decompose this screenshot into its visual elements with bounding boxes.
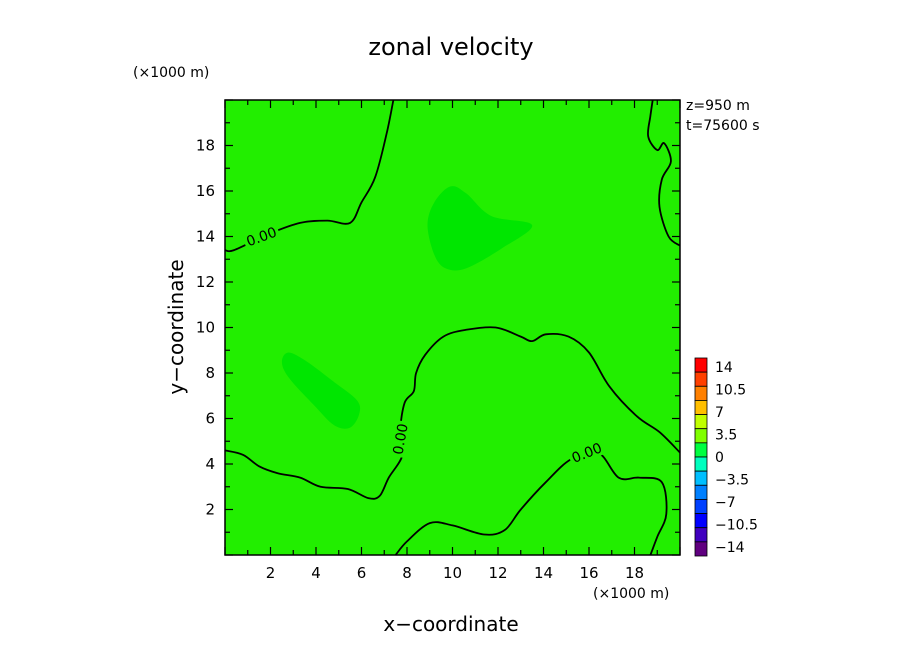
colorbar-label: −10.5 bbox=[715, 518, 758, 534]
y-axis-label: y−coordinate bbox=[164, 259, 188, 394]
contour-label-bg-3 bbox=[567, 438, 607, 467]
colorbar-label: 14 bbox=[715, 360, 733, 376]
x-tick-label: 12 bbox=[488, 564, 507, 582]
chart-title: zonal velocity bbox=[368, 33, 533, 61]
colorbar-swatch bbox=[694, 357, 708, 373]
x-tick-label: 6 bbox=[357, 564, 367, 582]
colorbar-label: 0 bbox=[715, 450, 724, 466]
colorbar-label: 10.5 bbox=[715, 383, 746, 399]
field-background bbox=[225, 100, 680, 555]
y-tick-label: 18 bbox=[196, 137, 215, 155]
colorbar-swatch bbox=[694, 499, 708, 514]
y-tick-label: 6 bbox=[205, 410, 215, 428]
plot-area: 0.000.00 0.00 2 4 6 8 10 12 14 16 182468101214161… bbox=[196, 99, 681, 582]
x-unit-label: (×1000 m) bbox=[593, 586, 669, 602]
negative-region-2 bbox=[281, 352, 361, 429]
info-t: t=75600 s bbox=[686, 118, 760, 134]
negative-region-1 bbox=[427, 186, 533, 271]
y-tick-label: 2 bbox=[205, 501, 215, 519]
x-axis-label: x−coordinate bbox=[383, 612, 518, 636]
x-tick-label: 14 bbox=[534, 564, 553, 582]
contour-line-2 bbox=[224, 326, 681, 500]
colorbar-swatch bbox=[694, 371, 708, 387]
colorbar-swatch bbox=[694, 428, 708, 444]
contour-label-2: 0.00 bbox=[391, 422, 412, 455]
colorbar-label: −14 bbox=[715, 540, 745, 556]
colorbar-swatch bbox=[694, 470, 708, 486]
y-unit-label: (×1000 m) bbox=[133, 65, 209, 81]
x-tick-label: 18 bbox=[625, 564, 644, 582]
x-tick-label: 2 bbox=[266, 564, 276, 582]
colorbar-swatch bbox=[694, 513, 708, 529]
colorbar-swatch bbox=[694, 442, 708, 458]
x-tick-label: 10 bbox=[443, 564, 462, 582]
colorbar-swatch bbox=[694, 400, 708, 415]
y-tick-label: 12 bbox=[196, 273, 215, 291]
colorbar-swatch bbox=[694, 527, 708, 543]
y-tick-label: 10 bbox=[196, 319, 215, 337]
x-tick-label: 4 bbox=[311, 564, 321, 582]
x-tick-label: 8 bbox=[402, 564, 412, 582]
contour-label-bg-1 bbox=[241, 222, 282, 251]
y-tick-label: 8 bbox=[205, 364, 215, 382]
colorbar-swatch bbox=[694, 456, 708, 472]
colorbar-label: 7 bbox=[715, 405, 724, 421]
colorbar: 14 10.5 7 3.5 0 −3.5 −7 −10.5 −14 bbox=[694, 357, 758, 557]
y-tick-label: 16 bbox=[196, 182, 215, 200]
x-tick-label: 16 bbox=[579, 564, 598, 582]
colorbar-swatch bbox=[694, 385, 708, 401]
contour-line-3 bbox=[394, 450, 668, 556]
colorbar-label: −3.5 bbox=[715, 473, 749, 489]
y-tick-label: 4 bbox=[205, 455, 215, 473]
colorbar-label: 3.5 bbox=[715, 428, 737, 444]
colorbar-swatch bbox=[694, 484, 708, 500]
contour-line-4 bbox=[647, 99, 681, 247]
y-tick-label: 14 bbox=[196, 228, 215, 246]
contour-label-bg-2 bbox=[389, 419, 412, 459]
colorbar-swatch bbox=[694, 414, 708, 430]
colorbar-label: −7 bbox=[715, 495, 736, 511]
colorbar-swatch bbox=[694, 541, 708, 557]
info-z: z=950 m bbox=[686, 98, 750, 114]
